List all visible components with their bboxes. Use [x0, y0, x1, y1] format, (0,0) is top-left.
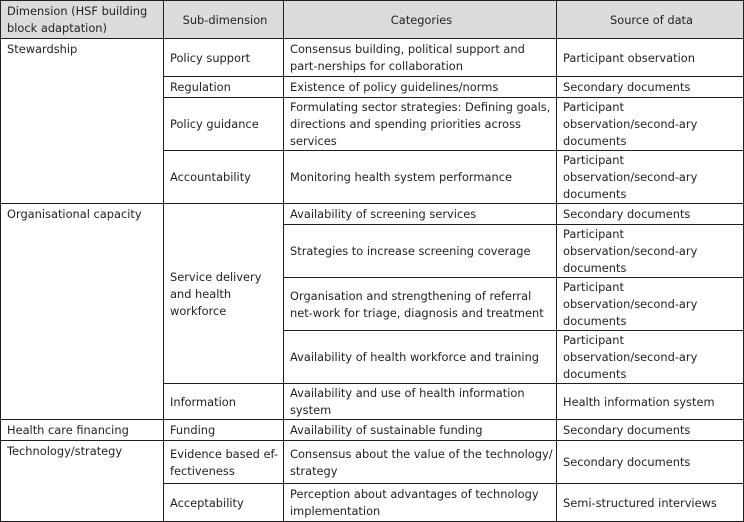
source-cell: Secondary documents	[556, 440, 744, 484]
category-cell: Organisation and strengthening of referr…	[283, 277, 557, 331]
source-cell: Participant observation/second-ary docum…	[556, 97, 744, 151]
subdimension-cell: Funding	[163, 419, 284, 441]
subdimension-cell: Evidence based ef-fectiveness	[163, 440, 284, 484]
source-cell: Health information system	[556, 383, 744, 420]
source-cell: Secondary documents	[556, 419, 744, 441]
category-cell: Formulating sector strategies: Defining …	[283, 97, 557, 151]
table-row: Information Availability and use of heal…	[1, 383, 744, 420]
category-cell: Availability of screening services	[283, 203, 557, 225]
subdimension-cell: Accountability	[163, 150, 284, 204]
table-row: Availability of health workforce and tra…	[1, 330, 744, 384]
table-row: Strategies to increase screening coverag…	[1, 224, 744, 278]
category-cell: Perception about advantages of technolog…	[283, 483, 557, 522]
subdimension-cell: Regulation	[163, 76, 284, 98]
dimension-cell: Stewardship	[0, 38, 164, 204]
category-cell: Availability and use of health informati…	[283, 383, 557, 420]
category-cell: Strategies to increase screening coverag…	[283, 224, 557, 278]
table-row: Stewardship Policy support Consensus bui…	[0, 38, 744, 204]
category-cell: Existence of policy guidelines/norms	[283, 76, 557, 98]
category-cell: Monitoring health system performance	[283, 150, 557, 204]
dimension-cell: Health care financing	[0, 419, 164, 441]
dimension-cell: Organisational capacity	[0, 203, 164, 420]
subdimension-cell: Policy guidance	[163, 97, 284, 151]
subdimension-cell: Policy support	[163, 38, 284, 77]
source-cell: Participant observation	[556, 38, 744, 77]
source-cell: Participant observation/second-ary docum…	[556, 224, 744, 278]
header-categories: Categories	[283, 0, 557, 39]
category-cell: Availability of health workforce and tra…	[283, 330, 557, 384]
table-row: Accountability Monitoring health system …	[1, 150, 744, 204]
category-cell: Availability of sustainable funding	[283, 419, 557, 441]
source-cell: Secondary documents	[556, 76, 744, 98]
subdimension-cell: Service delivery and health workforce	[163, 203, 284, 384]
table-row: Organisational capacity Service delivery…	[0, 203, 744, 420]
source-cell: Semi-structured interviews	[556, 483, 744, 522]
table-row: Policy guidance Formulating sector strat…	[1, 97, 744, 151]
subdimension-cell: Acceptability	[163, 483, 284, 522]
header-dimension: Dimension (HSF building block adaptation…	[0, 0, 164, 39]
table-row: Organisation and strengthening of referr…	[1, 277, 744, 331]
subdimension-cell: Information	[163, 383, 284, 420]
category-cell: Consensus building, political support an…	[283, 38, 557, 77]
table-row: Technology/strategy Evidence based ef-fe…	[0, 440, 744, 522]
header-subdimension: Sub-dimension	[163, 0, 284, 39]
table-row: Health care financing Funding Availabili…	[0, 419, 744, 441]
source-cell: Secondary documents	[556, 203, 744, 225]
header-row: Dimension (HSF building block adaptation…	[0, 0, 744, 39]
category-cell: Consensus about the value of the technol…	[283, 440, 557, 484]
source-cell: Participant observation/second-ary docum…	[556, 277, 744, 331]
header-source: Source of data	[556, 0, 744, 39]
source-cell: Participant observation/second-ary docum…	[556, 150, 744, 204]
dimension-cell: Technology/strategy	[0, 440, 164, 522]
source-cell: Participant observation/second-ary docum…	[556, 330, 744, 384]
